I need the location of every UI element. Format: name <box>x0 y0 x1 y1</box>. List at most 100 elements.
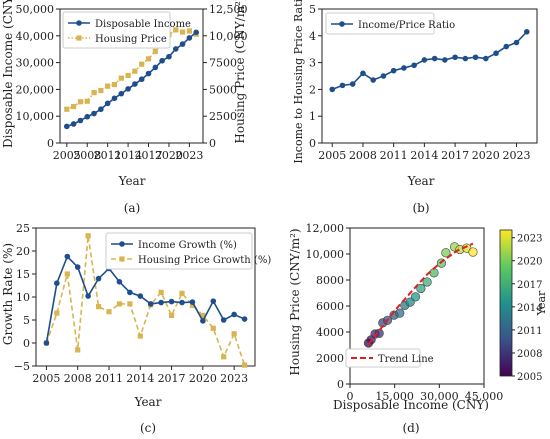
panel-c-income-point <box>189 299 196 305</box>
panel-a-housing-point <box>145 56 152 62</box>
panel-a-ytick-label: 40,000 <box>16 30 55 43</box>
panel-c-ytick-label: 10 <box>16 291 30 304</box>
panel-c-housing-point <box>85 233 91 239</box>
panel-c-xtick-label: 2017 <box>158 372 186 385</box>
panel-c-income-point <box>158 299 164 306</box>
panel-a-ylabel: Disposable Income (CNY) <box>1 0 15 148</box>
panel-b-ylabel: Income to Housing Price Ratio <box>292 0 305 164</box>
panel-b-ratio-point <box>462 55 469 62</box>
panel-c-housing-point <box>179 290 185 296</box>
panel-b-label: (b) <box>412 201 429 215</box>
panel-c-ytick-label: 25 <box>16 222 30 235</box>
panel-d-ytick-label: 0 <box>337 378 344 391</box>
panel-c-ytick-label: 20 <box>16 245 30 258</box>
panel-c-ytick-label: −5 <box>14 360 30 373</box>
scatter-point <box>422 277 432 287</box>
panel-b-xtick-label: 2023 <box>503 149 531 162</box>
panel-a-xlabel: Year <box>118 174 146 188</box>
panel-c-income-line <box>45 255 245 344</box>
panel-a-housing-point <box>152 48 158 54</box>
panel-b-legend-marker <box>339 21 345 27</box>
panel-c-xtick-label: 2023 <box>220 372 248 385</box>
panel-b-ratio-point <box>349 81 356 87</box>
scatter-point <box>410 292 421 302</box>
panel-d-ytick-label: 8000 <box>316 274 344 287</box>
panel-b: 2005 2008 2011 2014 2017 2020 2023 0 1 2 3 4 5 Income… <box>292 0 538 215</box>
panel-a-xtick-label: 2017 <box>135 149 163 162</box>
panel-b-ratio-point <box>421 57 428 63</box>
panel-a-housing-point <box>111 81 118 88</box>
panel-a-housing-point <box>186 28 192 34</box>
panel-d-plot-area: 0 15,000 30,000 45,000 0 2000 4000 6000 8000 10,0… <box>306 222 504 403</box>
panel-a-housing-point <box>84 98 90 104</box>
panel-d-legend-label: Trend Line <box>378 354 434 365</box>
panel-a-xtick-label: 2008 <box>73 149 101 162</box>
panel-d-xtick-label: 0 <box>347 390 354 403</box>
scatter-point <box>416 283 426 294</box>
colorbar-tick-label: 2005 <box>517 372 542 383</box>
panel-d-ytick-label: 2000 <box>316 352 344 365</box>
panel-c-ylabel: Growth Rate (%) <box>1 243 15 345</box>
panel-c-legend-marker <box>119 241 125 247</box>
panel-a-housing-point <box>125 72 131 79</box>
panel-b-ratio-point <box>452 54 458 61</box>
panel-b-xlabel: Year <box>407 174 435 188</box>
panel-c-income-point <box>74 264 81 270</box>
panel-a-housing-point <box>64 106 70 112</box>
panel-a-income-point <box>104 100 111 107</box>
panel-b-plot-area: 2005 2008 2011 2014 2017 2020 2023 0 1 2 3 4 5 Income… <box>309 3 538 162</box>
colorbar-tick-label: 2017 <box>517 280 542 291</box>
panel-a-income-point <box>172 46 179 52</box>
plot-frame <box>59 8 204 144</box>
panel-a-legend-marker <box>76 35 82 41</box>
panel-b-ratio-point <box>483 55 489 62</box>
panel-a-y2label: Housing Price (CNY/m²) <box>233 0 247 144</box>
panel-b-ytick-label: 4 <box>309 30 316 43</box>
panel-c-housing-point <box>75 347 81 353</box>
panel-c-housing-point <box>54 310 60 316</box>
panel-a-income-point <box>77 117 84 124</box>
panel-b-ratio-point <box>493 50 499 57</box>
panel-c-housing-point <box>127 301 133 307</box>
panel-a-income-point <box>84 113 91 120</box>
panel-b-ytick-label: 3 <box>309 57 316 70</box>
panel-a-income-point <box>145 70 152 77</box>
panel-a-income-point <box>138 76 145 83</box>
panel-c-income-point <box>147 301 154 307</box>
panel-a-ytick-label: 20,000 <box>16 83 55 96</box>
panel-a-y2tick-label: 2500 <box>209 110 237 123</box>
panel-c-income-point <box>116 279 123 285</box>
panel-b-ratio-point <box>339 82 346 89</box>
panel-a-income-point <box>98 106 104 113</box>
panel-a-income-point <box>64 123 70 130</box>
panel-b-ratio-point <box>503 43 510 50</box>
panel-a-income-point <box>179 41 186 47</box>
panel-a-income-point <box>91 110 97 117</box>
panel-b-ytick-label: 2 <box>309 83 316 96</box>
panel-c-label: (c) <box>140 421 156 435</box>
panel-a-housing-point <box>105 83 111 89</box>
panel-c-income-point <box>85 293 91 299</box>
panel-c-ytick-label: 15 <box>16 268 30 281</box>
panel-a-xtick-label: 2020 <box>155 149 183 162</box>
panel-b-ytick-label: 0 <box>309 137 316 150</box>
panel-c-housing-point <box>221 354 227 360</box>
panel-c-legend-box <box>105 232 253 270</box>
panel-a-income-point <box>159 57 165 64</box>
panel-a-income-point <box>132 81 138 87</box>
panel-d-label: (d) <box>402 421 419 435</box>
colorbar-tick-label: 2008 <box>517 349 542 360</box>
panel-c-housing-point <box>210 325 216 331</box>
panel-a-housing-point <box>118 75 124 81</box>
colorbar-tick-label: 2011 <box>517 326 542 337</box>
panel-c-income-point <box>43 340 50 346</box>
panel-c-xlabel: Year <box>134 395 162 409</box>
panel-c-housing-point <box>137 333 143 339</box>
panel-c-income-point <box>220 317 227 323</box>
panel-c-income-point <box>64 253 71 260</box>
panel-a-housing-point <box>173 27 179 33</box>
panel-c-xtick-label: 2020 <box>189 372 217 385</box>
panel-c-income-point <box>200 318 206 324</box>
panel-c-income-point <box>137 293 144 299</box>
